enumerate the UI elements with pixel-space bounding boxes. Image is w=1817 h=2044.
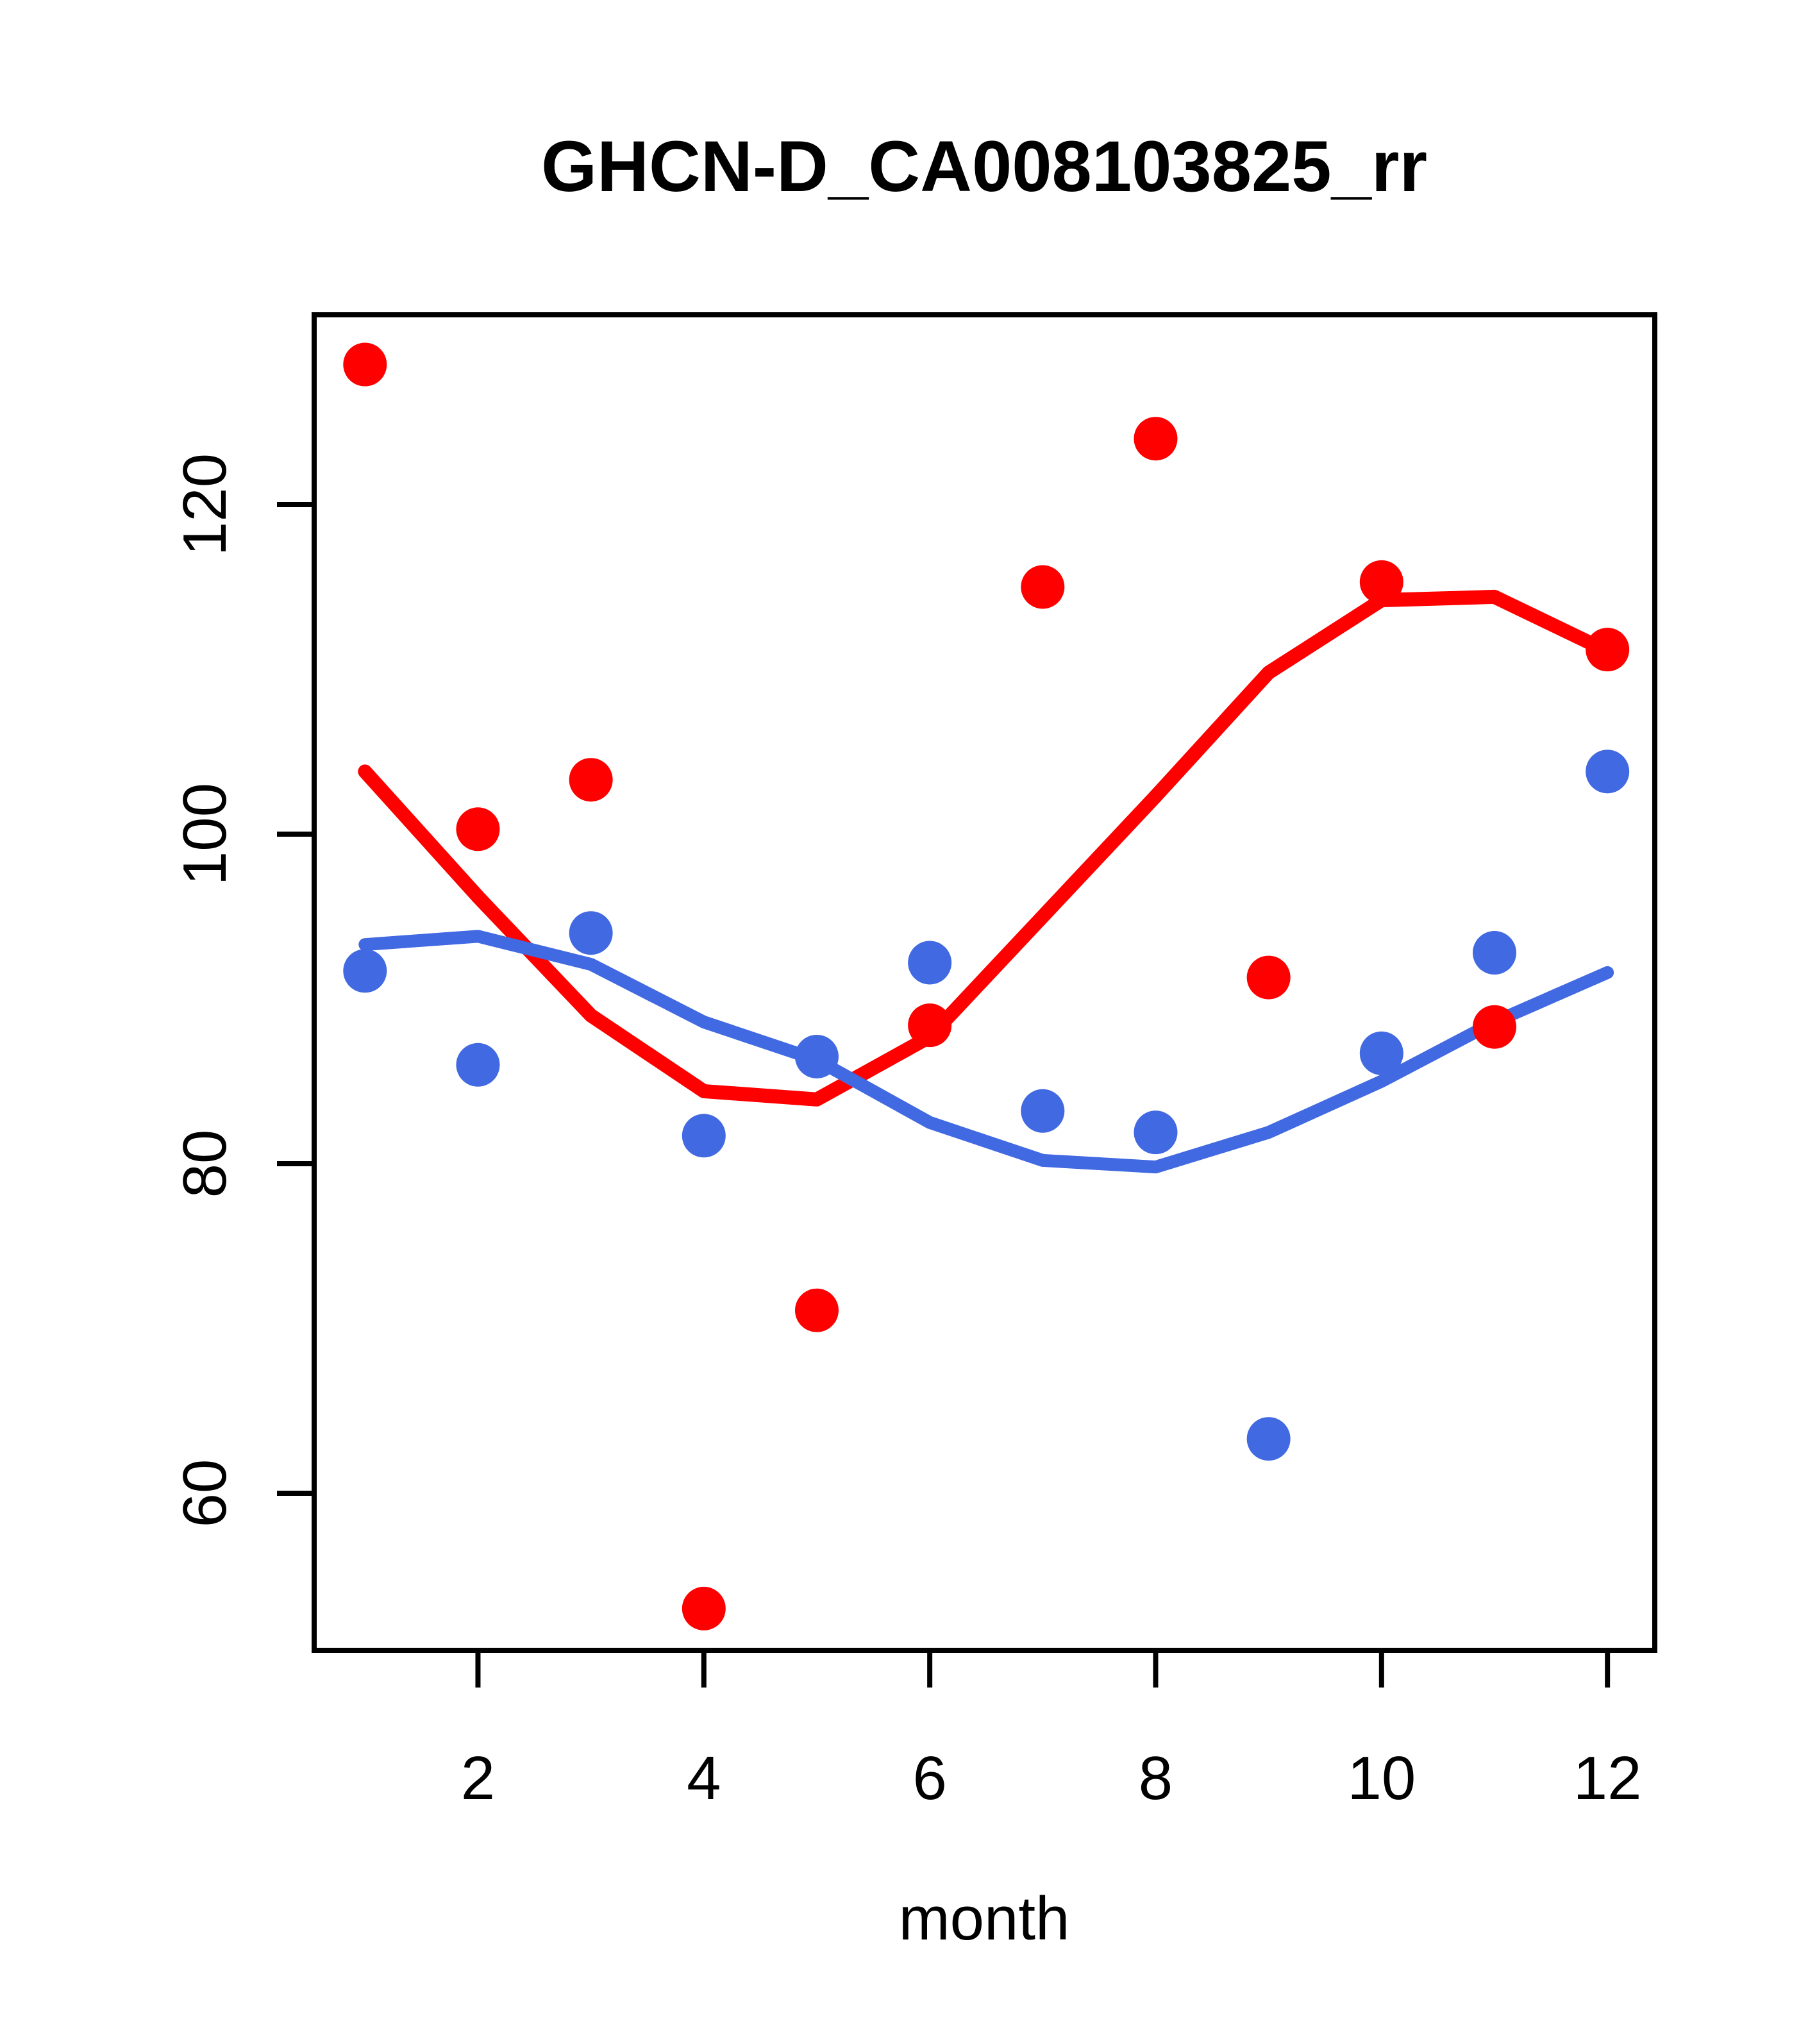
y-tick-label: 80 (171, 1130, 239, 1198)
blue-points-point (456, 1043, 500, 1087)
red-points-point (1021, 565, 1065, 609)
y-tick-label: 100 (171, 783, 239, 885)
y-axis-ticks: 60 80 100 120 (171, 453, 314, 1527)
blue-points-point (1359, 1031, 1403, 1075)
x-tick-label: 8 (1139, 1744, 1173, 1813)
x-tick-label: 12 (1573, 1744, 1642, 1813)
red-points-point (1246, 955, 1291, 1000)
blue-points-point (1134, 1110, 1178, 1155)
blue-points-point (1021, 1089, 1065, 1133)
x-tick-label: 10 (1347, 1744, 1416, 1813)
y-tick-label: 60 (171, 1459, 239, 1528)
y-tick-label: 120 (171, 453, 239, 556)
x-tick-label: 4 (687, 1744, 721, 1813)
x-axis-ticks: 2 4 6 8 10 12 (461, 1650, 1642, 1813)
red-points-point (682, 1586, 726, 1630)
red-points-point (908, 1003, 952, 1048)
blue-points-point (569, 911, 613, 955)
blue-points-point (1586, 750, 1630, 794)
red-points-point (1586, 628, 1630, 672)
red-points-point (456, 807, 500, 851)
red-points-point (1134, 417, 1178, 461)
red-points-point (343, 342, 387, 387)
red-points-point (569, 758, 613, 802)
red-points-point (794, 1288, 839, 1332)
red-smooth-line (358, 589, 1615, 1107)
blue-points-point (908, 941, 952, 985)
x-tick-label: 6 (912, 1744, 946, 1813)
chart-title: GHCN-D_CA008103825_rr (541, 126, 1427, 206)
blue-points-point (343, 949, 387, 993)
data-series (343, 342, 1630, 1630)
blue-points-point (1246, 1417, 1291, 1461)
blue-points-point (794, 1034, 839, 1078)
red-points-point (1473, 1005, 1516, 1049)
x-tick-label: 2 (461, 1744, 495, 1813)
x-axis-label: month (899, 1884, 1070, 1953)
blue-smooth-line (358, 930, 1614, 1174)
blue-points-point (1473, 931, 1516, 975)
plot-box (312, 312, 1657, 1653)
red-points-point (1359, 560, 1403, 604)
blue-points-point (682, 1114, 726, 1158)
